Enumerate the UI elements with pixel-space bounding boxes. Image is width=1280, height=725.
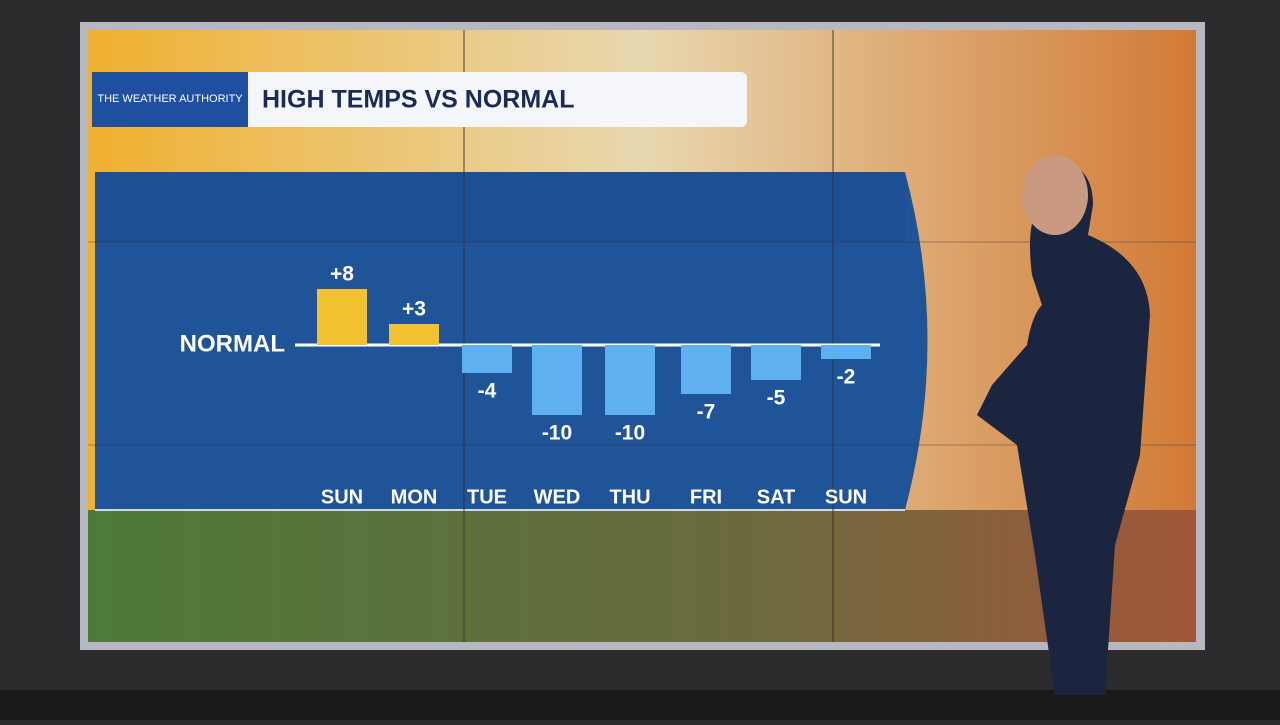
x-tick-label: WED bbox=[534, 486, 581, 508]
baseline-label: NORMAL bbox=[180, 330, 285, 357]
presenter bbox=[977, 160, 1150, 695]
value-label: -4 bbox=[478, 380, 497, 403]
x-tick-label: SAT bbox=[757, 486, 796, 508]
value-label: -10 bbox=[542, 422, 572, 445]
value-label: -2 bbox=[837, 366, 856, 389]
bar bbox=[751, 345, 801, 380]
brand-box bbox=[92, 72, 248, 127]
bar bbox=[681, 345, 731, 394]
value-label: +8 bbox=[330, 263, 354, 286]
bar bbox=[605, 345, 655, 415]
bar bbox=[532, 345, 582, 415]
value-label: -5 bbox=[767, 387, 786, 410]
bar bbox=[389, 324, 439, 345]
x-tick-label: FRI bbox=[690, 486, 722, 508]
x-tick-label: THU bbox=[609, 486, 650, 508]
brand: THE WEATHER AUTHORITY bbox=[97, 93, 243, 105]
chart-panel bbox=[95, 172, 928, 510]
title-bar bbox=[92, 72, 747, 127]
value-label: +3 bbox=[402, 298, 426, 321]
value-label: -7 bbox=[697, 401, 716, 424]
value-label: -10 bbox=[615, 422, 645, 445]
chart-title: HIGH TEMPS VS NORMAL bbox=[262, 86, 575, 114]
bar bbox=[317, 289, 367, 345]
bars: SUN +8 MON +3 TUE -4 WED -10 THU -10 FRI -7 SAT -5 SUN… bbox=[317, 263, 871, 508]
x-tick-label: MON bbox=[391, 486, 438, 508]
bar bbox=[821, 345, 871, 359]
x-tick-label: SUN bbox=[321, 486, 363, 508]
presenter-head bbox=[1022, 155, 1088, 235]
bar bbox=[462, 345, 512, 373]
x-tick-label: TUE bbox=[467, 486, 507, 508]
grass-background bbox=[88, 510, 1196, 642]
x-tick-label: SUN bbox=[825, 486, 867, 508]
chart-panel-top bbox=[95, 172, 905, 242]
